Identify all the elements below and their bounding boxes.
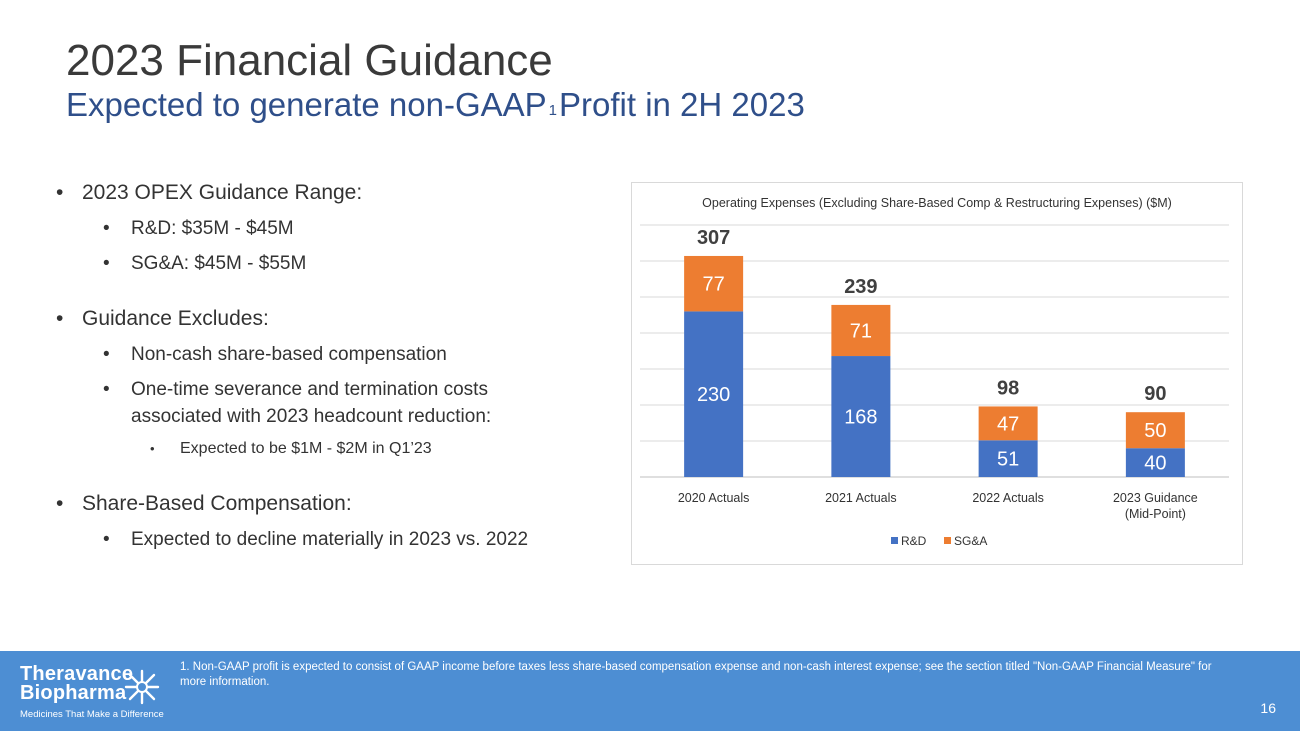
bullet-sbc-heading: Share-Based Compensation: bbox=[52, 489, 612, 519]
bar-rd bbox=[831, 356, 891, 477]
footnote-marker: 1 bbox=[548, 102, 557, 119]
slide-subtitle: Expected to generate non-GAAP 1Profit in … bbox=[66, 84, 805, 133]
legend-swatch-sga bbox=[944, 537, 951, 544]
data-label-rd: 168 bbox=[844, 407, 877, 429]
bar-rd bbox=[978, 440, 1038, 477]
category-label: 2023 Guidance bbox=[1113, 491, 1198, 505]
subtitle-text-after: Profit in 2H 2023 bbox=[559, 86, 805, 123]
legend-swatch-rd bbox=[891, 537, 898, 544]
total-label: 90 bbox=[1144, 383, 1166, 405]
category-label: 2021 Actuals bbox=[825, 491, 897, 505]
page-number: 16 bbox=[1260, 700, 1276, 716]
bullet-opex-heading: 2023 OPEX Guidance Range: bbox=[52, 178, 612, 208]
bullet-excludes-noncash: Non-cash share-based compensation bbox=[52, 341, 612, 368]
bar-rd bbox=[1125, 448, 1185, 477]
data-label-sga: 50 bbox=[1144, 420, 1166, 442]
bar-sga bbox=[1125, 412, 1185, 449]
total-label: 98 bbox=[997, 377, 1019, 399]
chart-title: Operating Expenses (Excluding Share-Base… bbox=[702, 196, 1172, 210]
bullet-excludes-heading: Guidance Excludes: bbox=[52, 304, 612, 334]
bullet-excludes-onetime: One-time severance and termination costs… bbox=[52, 376, 612, 430]
opex-chart: Operating Expenses (Excluding Share-Base… bbox=[631, 182, 1243, 565]
footnote-text: 1. Non-GAAP profit is expected to consis… bbox=[180, 661, 1212, 688]
guidance-bullet-list: 2023 OPEX Guidance Range: R&D: $35M - $4… bbox=[52, 178, 612, 553]
bar-sga bbox=[978, 406, 1038, 441]
category-label: 2022 Actuals bbox=[972, 491, 1044, 505]
total-label: 307 bbox=[697, 227, 730, 249]
bullet-excludes-expected: Expected to be $1M - $2M in Q1’23 bbox=[52, 437, 612, 461]
bar-rd bbox=[684, 311, 744, 477]
logo-tagline: Medicines That Make a Difference bbox=[20, 709, 164, 720]
bullet-opex-rd: R&D: $35M - $45M bbox=[52, 215, 612, 242]
legend-label-sga: SG&A bbox=[954, 534, 987, 548]
bullet-excludes-onetime-line1: One-time severance and termination costs bbox=[131, 379, 488, 400]
data-label-rd: 230 bbox=[697, 384, 730, 406]
footer-bar: Theravance Biopharma Medicines That Make… bbox=[0, 651, 1300, 731]
bullet-opex-sga: SG&A: $45M - $55M bbox=[52, 250, 612, 277]
chart-bars bbox=[684, 255, 1185, 477]
data-label-rd: 51 bbox=[997, 449, 1019, 471]
bar-sga bbox=[831, 304, 891, 357]
data-label-sga: 77 bbox=[703, 274, 725, 296]
data-label-sga: 47 bbox=[997, 413, 1019, 435]
bar-sga bbox=[684, 255, 744, 312]
bullet-excludes-onetime-line2: associated with 2023 headcount reduction… bbox=[131, 406, 492, 427]
opex-chart-svg: Operating Expenses (Excluding Share-Base… bbox=[640, 196, 1229, 548]
logo-wordmark-line2: Biopharma bbox=[20, 682, 127, 704]
logo-wordmark-line1: Theravance bbox=[20, 663, 134, 685]
logo-star-icon bbox=[124, 669, 160, 705]
bullet-sbc-detail: Expected to decline materially in 2023 v… bbox=[52, 526, 612, 553]
slide-title: 2023 Financial Guidance bbox=[66, 36, 553, 85]
company-logo: Theravance Biopharma Medicines That Make… bbox=[20, 663, 164, 722]
category-label: 2020 Actuals bbox=[678, 491, 750, 505]
data-label-sga: 71 bbox=[850, 320, 872, 342]
total-label: 239 bbox=[844, 276, 877, 298]
data-label-rd: 40 bbox=[1144, 453, 1166, 475]
category-label: (Mid-Point) bbox=[1125, 507, 1186, 521]
subtitle-text-before: Expected to generate non-GAAP bbox=[66, 86, 547, 123]
chart-labels: 230 77 307 2020 Actuals 168 71 239 2021 Actuals… bbox=[678, 227, 1198, 521]
chart-legend: R&D SG&A bbox=[891, 534, 987, 548]
legend-label-rd: R&D bbox=[901, 534, 927, 548]
